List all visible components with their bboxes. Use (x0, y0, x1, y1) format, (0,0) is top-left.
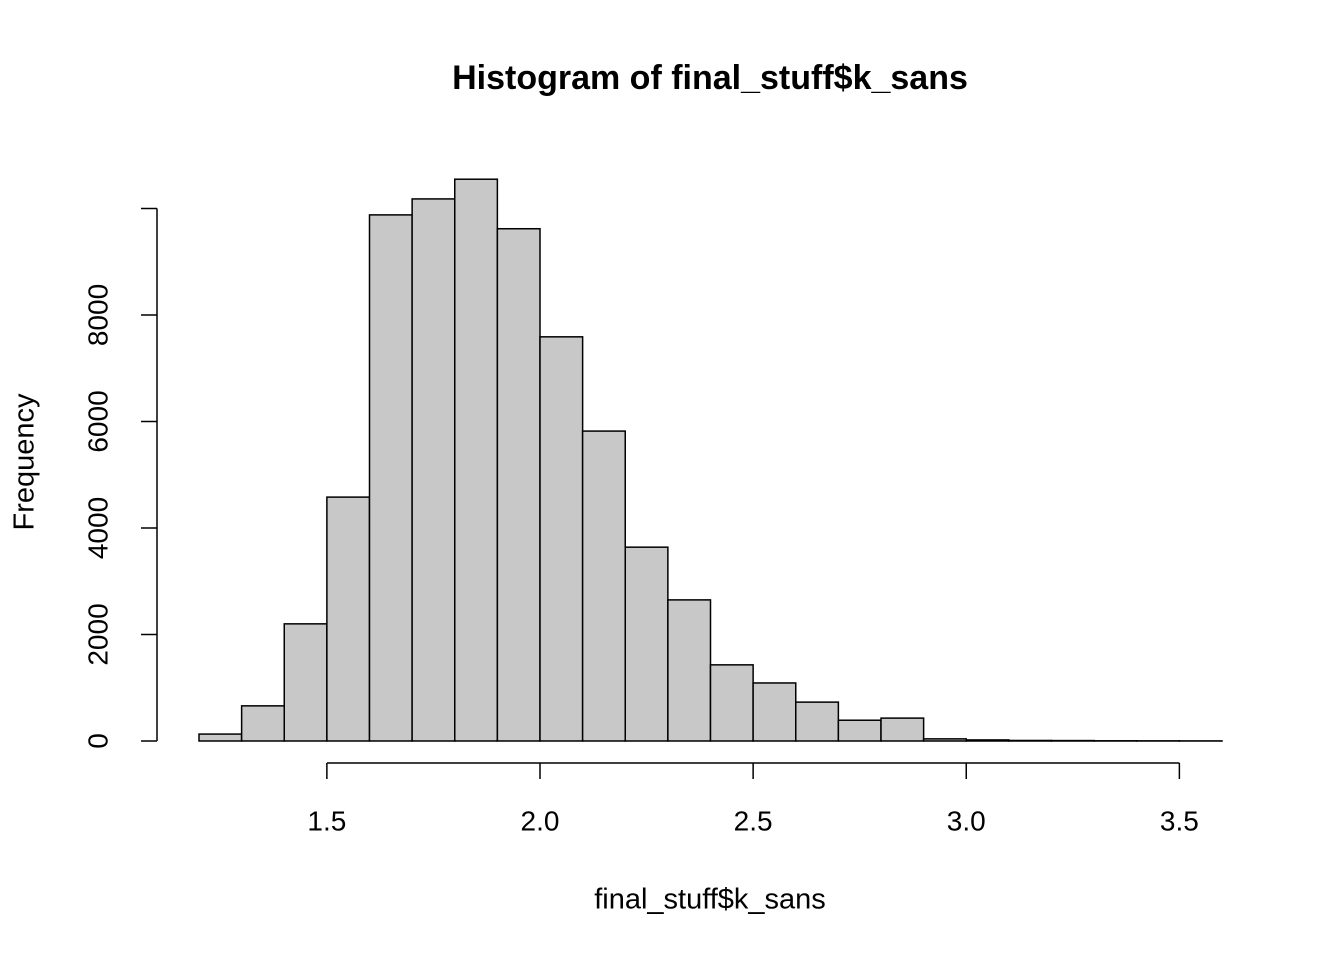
y-tick-label: 0 (82, 733, 113, 749)
bar (880, 717, 925, 742)
x-axis-label: final_stuff$k_sans (594, 884, 826, 916)
x-tick-label: 3.5 (1160, 805, 1199, 836)
x-tick-label: 3.0 (947, 805, 986, 836)
bar (709, 664, 754, 742)
chart-title: Histogram of final_stuff$k_sans (452, 59, 968, 97)
bar (240, 705, 285, 742)
x-tick-label: 2.5 (734, 805, 773, 836)
bar (1008, 739, 1053, 742)
bar (539, 336, 584, 742)
y-tick-label: 4000 (82, 497, 113, 559)
bar (411, 198, 456, 742)
bar (198, 733, 243, 742)
bar (667, 599, 712, 742)
bar (752, 682, 797, 742)
y-axis-label: Frequency (9, 393, 41, 531)
bar (326, 496, 371, 742)
bar (624, 546, 669, 742)
bar (837, 719, 882, 742)
x-tick-label: 1.5 (307, 805, 346, 836)
bar (368, 214, 413, 742)
bar (795, 701, 840, 742)
y-tick-label: 2000 (82, 603, 113, 665)
bar (454, 178, 499, 742)
x-tick-label: 2.0 (521, 805, 560, 836)
y-tick-label: 8000 (82, 284, 113, 346)
bar (581, 430, 626, 742)
bar (922, 738, 967, 742)
y-tick-label: 6000 (82, 390, 113, 452)
bar (496, 227, 541, 742)
bar (965, 739, 1010, 742)
bar (283, 623, 328, 742)
